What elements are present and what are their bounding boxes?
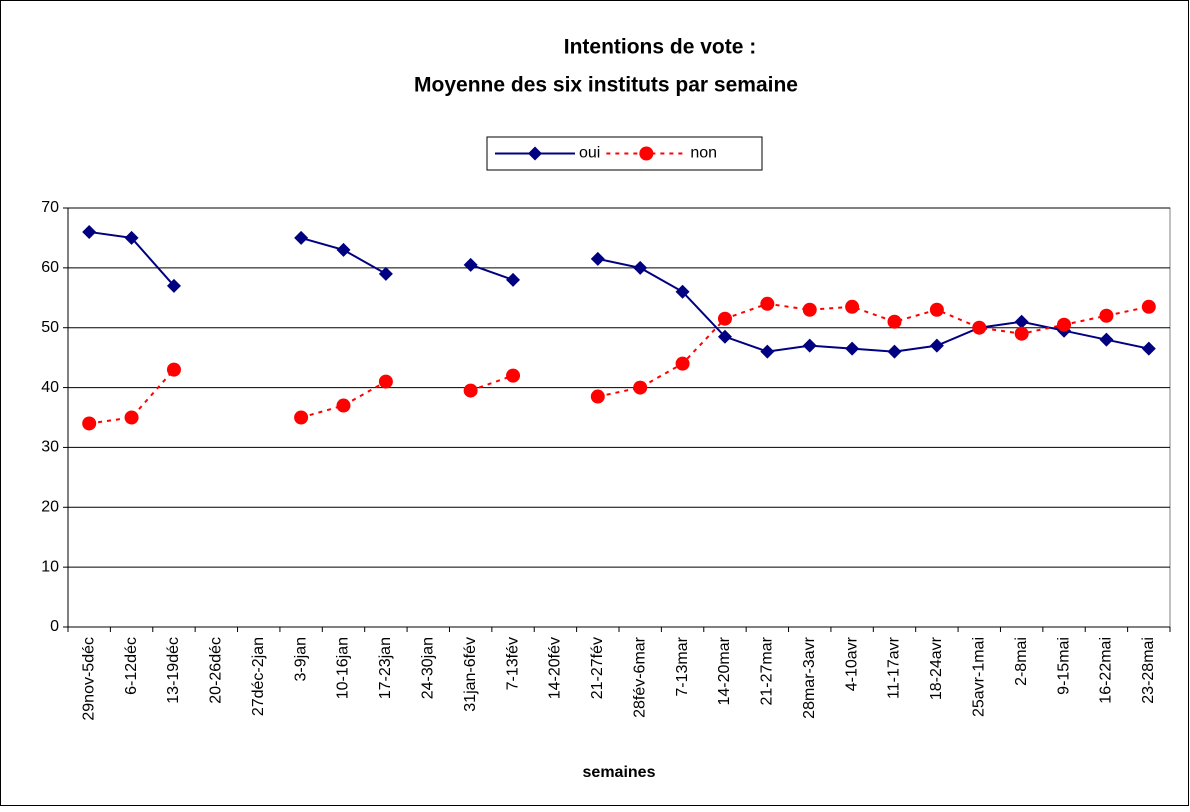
x-tick-label: 29nov-5déc	[80, 637, 97, 721]
x-tick-label: 18-24avr	[928, 636, 945, 700]
x-tick-label: 9-15mai	[1055, 637, 1072, 695]
x-tick-label: 14-20mar	[716, 636, 733, 705]
x-tick-label: 7-13mar	[674, 636, 691, 696]
data-point	[590, 251, 605, 266]
data-point	[506, 272, 521, 287]
x-tick-label: 20-26déc	[208, 637, 225, 704]
data-point	[1014, 326, 1029, 341]
x-tick-label: 25avr-1mai	[970, 637, 987, 717]
data-point	[294, 230, 309, 245]
data-point	[1099, 332, 1114, 347]
y-tick-label: 20	[41, 499, 59, 516]
x-tick-label: 16-22mai	[1098, 637, 1115, 704]
data-point	[845, 341, 860, 356]
data-point	[887, 344, 902, 359]
data-point	[336, 242, 351, 257]
data-point	[590, 389, 605, 404]
data-point	[82, 224, 97, 239]
data-point	[675, 356, 690, 371]
x-tick-label: 28fév-6mar	[631, 636, 648, 718]
data-point	[929, 302, 944, 317]
data-point	[463, 257, 478, 272]
data-point	[166, 278, 181, 293]
data-point	[802, 338, 817, 353]
x-tick-label: 23-28mai	[1140, 637, 1157, 704]
x-tick-label: 11-17avr	[886, 636, 903, 699]
x-tick-label: 4-10avr	[843, 636, 860, 691]
data-point	[1099, 308, 1114, 323]
x-axis-title: semaines	[583, 764, 656, 781]
data-point	[717, 329, 732, 344]
data-point	[760, 296, 775, 311]
legend-label: non	[690, 145, 717, 162]
chart-title: Intentions de vote :	[564, 36, 757, 59]
data-point	[336, 398, 351, 413]
data-point	[717, 311, 732, 326]
legend-label: oui	[579, 145, 600, 162]
data-point	[633, 260, 648, 275]
data-point	[929, 338, 944, 353]
x-tick-label: 3-9jan	[292, 637, 309, 681]
data-point	[463, 383, 478, 398]
data-point	[166, 362, 181, 377]
data-point	[1141, 341, 1156, 356]
x-tick-label: 2-8mai	[1013, 637, 1030, 686]
data-point	[378, 374, 393, 389]
x-tick-label: 27déc-2jan	[250, 637, 267, 716]
data-point	[972, 320, 987, 335]
data-point	[124, 230, 139, 245]
data-point	[675, 284, 690, 299]
x-tick-label: 28mar-3avr	[801, 636, 818, 718]
x-tick-label: 17-23jan	[377, 637, 394, 699]
data-point	[1014, 314, 1029, 329]
data-point	[760, 344, 775, 359]
data-point	[124, 410, 139, 425]
x-tick-label: 6-12déc	[123, 637, 140, 695]
x-tick-label: 7-13fév	[504, 637, 521, 690]
data-point	[294, 410, 309, 425]
data-point	[1141, 299, 1156, 314]
chart-subtitle: Moyenne des six instituts par semaine	[414, 74, 798, 97]
y-tick-label: 30	[41, 439, 59, 456]
legend-marker	[528, 146, 542, 161]
data-point	[802, 302, 817, 317]
x-tick-label: 14-20fév	[547, 637, 564, 699]
y-tick-label: 60	[41, 259, 59, 276]
y-tick-label: 10	[41, 558, 59, 575]
y-tick-label: 40	[41, 379, 59, 396]
data-point	[506, 368, 521, 383]
x-tick-label: 24-30jan	[419, 637, 436, 699]
data-point	[887, 314, 902, 329]
legend-marker	[639, 146, 654, 161]
data-point	[82, 416, 97, 431]
x-tick-label: 10-16jan	[335, 637, 352, 699]
x-tick-label: 31jan-6fév	[462, 637, 479, 712]
data-point	[845, 299, 860, 314]
y-tick-label: 70	[41, 199, 59, 216]
data-point	[378, 266, 393, 281]
plot-area	[67, 207, 1171, 628]
data-point	[633, 380, 648, 395]
y-tick-label: 50	[41, 319, 59, 336]
x-tick-label: 13-19déc	[165, 637, 182, 704]
y-tick-label: 0	[50, 618, 59, 635]
x-tick-label: 21-27mar	[759, 636, 776, 705]
data-point	[1057, 317, 1072, 332]
x-tick-label: 21-27fév	[589, 637, 606, 699]
